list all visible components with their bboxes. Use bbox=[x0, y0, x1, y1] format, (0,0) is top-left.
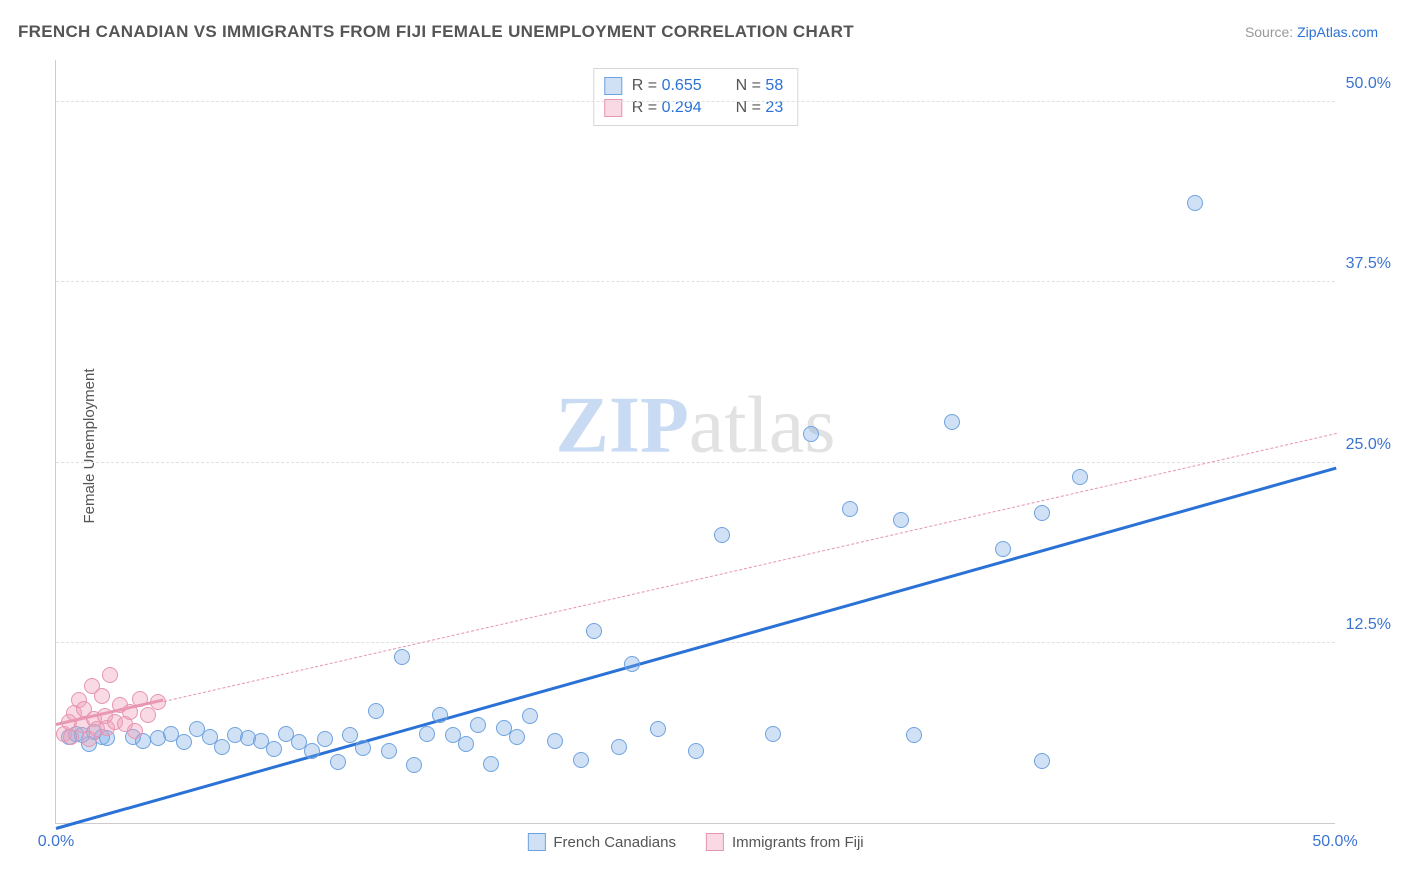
data-point bbox=[140, 707, 156, 723]
legend-swatch bbox=[604, 77, 622, 95]
gridline bbox=[56, 281, 1335, 282]
data-point bbox=[688, 743, 704, 759]
gridline bbox=[56, 642, 1335, 643]
data-point bbox=[330, 754, 346, 770]
data-point bbox=[906, 727, 922, 743]
data-point bbox=[803, 426, 819, 442]
data-point bbox=[483, 756, 499, 772]
gridline bbox=[56, 462, 1335, 463]
data-point bbox=[1072, 469, 1088, 485]
data-point bbox=[650, 721, 666, 737]
data-point bbox=[893, 512, 909, 528]
data-point bbox=[522, 708, 538, 724]
x-tick-max: 50.0% bbox=[1312, 833, 1357, 851]
source-prefix: Source: bbox=[1245, 24, 1297, 40]
data-point bbox=[458, 736, 474, 752]
series-legend: French Canadians Immigrants from Fiji bbox=[527, 833, 863, 851]
source-site: ZipAtlas.com bbox=[1297, 24, 1378, 40]
legend-swatch bbox=[527, 833, 545, 851]
gridline bbox=[56, 101, 1335, 102]
data-point bbox=[432, 707, 448, 723]
watermark: ZIPatlas bbox=[556, 381, 836, 472]
data-point bbox=[150, 694, 166, 710]
trend-line bbox=[163, 433, 1336, 702]
data-point bbox=[944, 414, 960, 430]
data-point bbox=[995, 541, 1011, 557]
data-point bbox=[94, 688, 110, 704]
data-point bbox=[214, 739, 230, 755]
source-attribution: Source: ZipAtlas.com bbox=[1245, 24, 1378, 40]
data-point bbox=[355, 740, 371, 756]
chart-title: FRENCH CANADIAN VS IMMIGRANTS FROM FIJI … bbox=[18, 22, 854, 42]
data-point bbox=[611, 739, 627, 755]
y-tick-label: 12.5% bbox=[1346, 616, 1391, 634]
data-point bbox=[127, 723, 143, 739]
data-point bbox=[624, 656, 640, 672]
data-point bbox=[1034, 753, 1050, 769]
trend-line bbox=[56, 467, 1337, 830]
data-point bbox=[547, 733, 563, 749]
data-point bbox=[509, 729, 525, 745]
data-point bbox=[419, 726, 435, 742]
data-point bbox=[266, 741, 282, 757]
legend-row: R = 0.655N = 58 bbox=[604, 75, 783, 97]
data-point bbox=[765, 726, 781, 742]
data-point bbox=[342, 727, 358, 743]
y-tick-label: 50.0% bbox=[1346, 75, 1391, 93]
legend-swatch bbox=[706, 833, 724, 851]
data-point bbox=[368, 703, 384, 719]
data-point bbox=[176, 734, 192, 750]
legend-item: French Canadians bbox=[527, 833, 676, 851]
data-point bbox=[102, 667, 118, 683]
data-point bbox=[1034, 505, 1050, 521]
data-point bbox=[406, 757, 422, 773]
data-point bbox=[381, 743, 397, 759]
data-point bbox=[1187, 195, 1203, 211]
data-point bbox=[714, 527, 730, 543]
data-point bbox=[304, 743, 320, 759]
data-point bbox=[394, 649, 410, 665]
data-point bbox=[586, 623, 602, 639]
data-point bbox=[122, 704, 138, 720]
watermark-accent: ZIP bbox=[556, 382, 689, 470]
data-point bbox=[470, 717, 486, 733]
x-tick-min: 0.0% bbox=[38, 833, 74, 851]
correlation-legend: R = 0.655N = 58R = 0.294N = 23 bbox=[593, 68, 798, 126]
data-point bbox=[317, 731, 333, 747]
y-tick-label: 25.0% bbox=[1346, 436, 1391, 454]
scatter-plot: ZIPatlas R = 0.655N = 58R = 0.294N = 23 … bbox=[55, 60, 1335, 824]
data-point bbox=[842, 501, 858, 517]
y-tick-label: 37.5% bbox=[1346, 255, 1391, 273]
legend-item: Immigrants from Fiji bbox=[706, 833, 864, 851]
data-point bbox=[132, 691, 148, 707]
data-point bbox=[573, 752, 589, 768]
